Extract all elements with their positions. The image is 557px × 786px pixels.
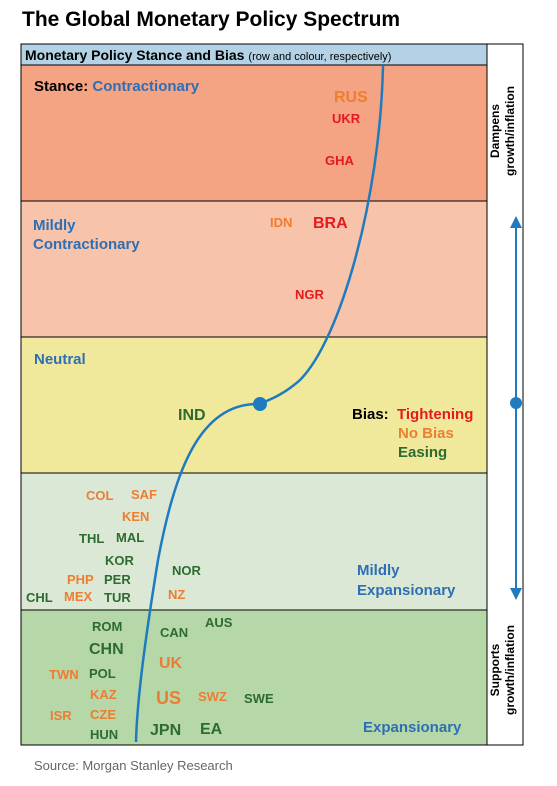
country-nz: NZ — [168, 587, 185, 602]
band-expansionary — [20, 609, 488, 746]
arrow-head-down-icon — [510, 588, 522, 600]
country-kaz: KAZ — [90, 687, 117, 702]
side-label-bottom: Supportsgrowth/inflation — [488, 625, 517, 715]
stance-expansionary-label: Expansionary — [363, 719, 462, 736]
side-bottom-line2: growth/inflation — [503, 625, 517, 715]
stance-mildly-contractionary-line1: Mildly — [33, 217, 76, 234]
stance-mildly-expansionary-line1: Mildly — [357, 562, 400, 579]
country-ukr: UKR — [332, 111, 361, 126]
country-thl: THL — [79, 531, 104, 546]
bias-legend-title: Bias: — [352, 406, 389, 423]
country-gha: GHA — [325, 153, 355, 168]
band-mildly-contractionary — [20, 200, 488, 338]
country-swz: SWZ — [198, 689, 227, 704]
country-saf: SAF — [131, 487, 157, 502]
side-column — [486, 43, 524, 746]
side-label-top: Dampensgrowth/inflation — [488, 86, 517, 176]
country-isr: ISR — [50, 708, 72, 723]
stance-contractionary-text: Contractionary — [92, 78, 199, 95]
country-idn: IDN — [270, 215, 292, 230]
country-nor: NOR — [172, 563, 202, 578]
country-mal: MAL — [116, 530, 144, 545]
country-ind: IND — [178, 407, 206, 424]
country-swe: SWE — [244, 691, 274, 706]
side-top-line2: growth/inflation — [503, 86, 517, 176]
country-php: PHP — [67, 572, 94, 587]
country-ea: EA — [200, 721, 223, 738]
country-chn: CHN — [89, 641, 124, 658]
country-chl: CHL — [26, 590, 53, 605]
stance-contractionary-label: Stance: Contractionary — [34, 78, 200, 95]
side-top-line1: Dampens — [488, 104, 502, 158]
country-can: CAN — [160, 625, 188, 640]
curve-inflection-marker — [253, 397, 267, 411]
country-jpn: JPN — [150, 722, 181, 739]
country-ken: KEN — [122, 509, 149, 524]
stance-mildly-contractionary-line2: Contractionary — [33, 236, 140, 253]
chart-title: The Global Monetary Policy Spectrum — [22, 8, 401, 31]
header-note: (row and colour, respectively) — [248, 51, 391, 63]
country-cze: CZE — [90, 707, 116, 722]
country-aus: AUS — [205, 615, 233, 630]
arrow-head-up-icon — [510, 216, 522, 228]
country-tur: TUR — [104, 590, 131, 605]
bias-legend-no-bias: No Bias — [398, 425, 454, 442]
bias-legend-easing: Easing — [398, 444, 447, 461]
country-per: PER — [104, 572, 131, 587]
arrow-center-marker — [510, 397, 522, 409]
country-col: COL — [86, 488, 114, 503]
bias-legend-tightening: Tightening — [397, 406, 473, 423]
stance-mildly-expansionary-line2: Expansionary — [357, 582, 456, 599]
country-twn: TWN — [49, 667, 79, 682]
side-bottom-line1: Supports — [488, 643, 502, 696]
stance-prefix: Stance: — [34, 78, 92, 95]
country-bra: BRA — [313, 215, 348, 232]
country-kor: KOR — [105, 553, 135, 568]
stance-neutral-label: Neutral — [34, 351, 86, 368]
country-uk: UK — [159, 655, 183, 672]
header-text: Monetary Policy Stance and Bias (row and … — [25, 47, 391, 63]
country-rom: ROM — [92, 619, 122, 634]
header-main: Monetary Policy Stance and Bias — [25, 47, 245, 63]
country-hun: HUN — [90, 727, 118, 742]
country-pol: POL — [89, 666, 116, 681]
country-ngr: NGR — [295, 287, 325, 302]
country-us: US — [156, 688, 181, 708]
source-note: Source: Morgan Stanley Research — [34, 758, 233, 773]
country-rus: RUS — [334, 89, 368, 106]
country-mex: MEX — [64, 589, 93, 604]
